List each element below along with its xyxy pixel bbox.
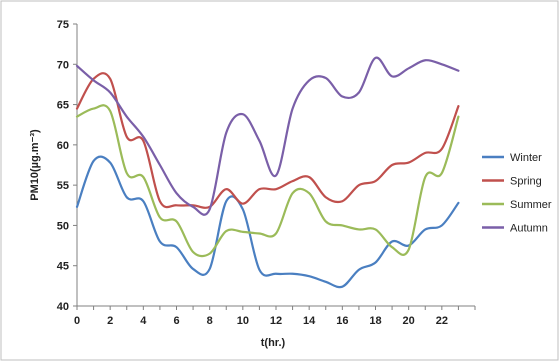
y-tick-label: 45 [57, 261, 69, 273]
x-tick-label: 12 [270, 315, 282, 327]
x-tick-label: 10 [237, 315, 249, 327]
x-tick-label: 6 [173, 315, 179, 327]
legend-label-winter: Winter [510, 152, 542, 164]
legend-label-spring: Spring [510, 176, 542, 188]
y-tick-label: 65 [57, 100, 69, 112]
y-tick-label: 75 [57, 19, 69, 31]
y-tick-label: 70 [57, 59, 69, 71]
x-tick-label: 18 [369, 315, 381, 327]
legend-label-summer: Summer [510, 199, 552, 211]
y-tick-label: 50 [57, 220, 69, 232]
series-line-spring [75, 72, 460, 209]
x-tick-label: 16 [336, 315, 348, 327]
y-tick-label: 40 [57, 301, 69, 313]
y-axis-title: PM10(µg.m⁻³) [29, 129, 41, 201]
y-tick-label: 55 [57, 180, 69, 192]
series-line-summer [75, 104, 460, 258]
x-tick-label: 0 [74, 315, 80, 327]
legend: Winter Spring Summer Autumn [482, 152, 552, 235]
x-tick-label: 8 [207, 315, 213, 327]
series-line-winter [75, 155, 460, 289]
y-tick-label: 60 [57, 140, 69, 152]
series-lines [75, 56, 460, 289]
x-tick-label: 22 [436, 315, 448, 327]
x-tick-label: 2 [107, 315, 113, 327]
x-axis-title: t(hr.) [261, 337, 286, 349]
x-tick-label: 14 [303, 315, 316, 327]
legend-label-autumn: Autumn [510, 223, 548, 235]
series-line-autumn [75, 56, 460, 216]
x-tick-label: 20 [403, 315, 415, 327]
axes: 40 45 50 55 60 65 70 75 0 2 4 6 8 10 12 14 16 18 20 22 [57, 19, 476, 327]
x-tick-label: 4 [140, 315, 147, 327]
